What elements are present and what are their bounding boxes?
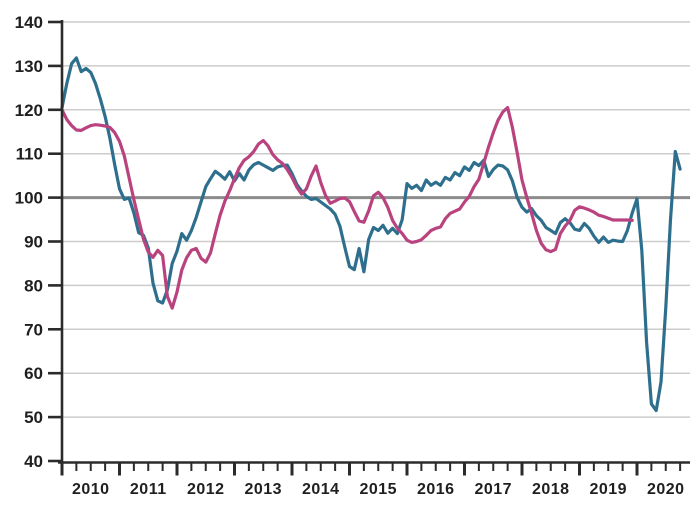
y-tick-labels: 40 50 60 70 80 90 100 110 120 130 140 xyxy=(15,13,43,471)
y-tick-label: 110 xyxy=(16,145,43,164)
y-tick-label: 120 xyxy=(15,101,43,120)
y-tick-label: 80 xyxy=(24,276,43,295)
series-lines xyxy=(60,56,682,413)
x-tick-label: 2019 xyxy=(589,481,627,498)
y-tick-label: 70 xyxy=(24,320,43,339)
y-tick-label: 100 xyxy=(15,189,43,208)
x-tick-label: 2018 xyxy=(532,481,570,498)
x-tick-label: 2017 xyxy=(474,481,512,498)
y-tick-label: 140 xyxy=(15,13,43,32)
x-tick-label: 2015 xyxy=(359,481,397,498)
x-tick-label: 2011 xyxy=(130,481,167,498)
gridlines xyxy=(62,21,690,418)
x-tick-label: 2012 xyxy=(187,481,225,498)
x-tick-label: 2013 xyxy=(244,481,282,498)
x-tick-label: 2016 xyxy=(417,481,455,498)
y-ticks xyxy=(48,20,62,463)
y-tick-label: 50 xyxy=(24,408,43,427)
x-tick-labels: 2010 2011 2012 2013 2014 2015 2016 2017 2018 2019… xyxy=(72,481,685,498)
y-tick-label: 40 xyxy=(24,452,43,471)
x-tick-label: 2020 xyxy=(647,481,685,498)
x-ticks xyxy=(60,462,682,476)
x-tick-label: 2010 xyxy=(72,481,110,498)
pink-index-line xyxy=(60,106,634,310)
x-tick-label: 2014 xyxy=(302,481,340,498)
y-tick-label: 60 xyxy=(24,364,43,383)
y-tick-label: 130 xyxy=(15,57,43,76)
y-tick-label: 90 xyxy=(24,233,43,252)
axes xyxy=(58,20,690,469)
teal-index-line xyxy=(60,56,682,413)
